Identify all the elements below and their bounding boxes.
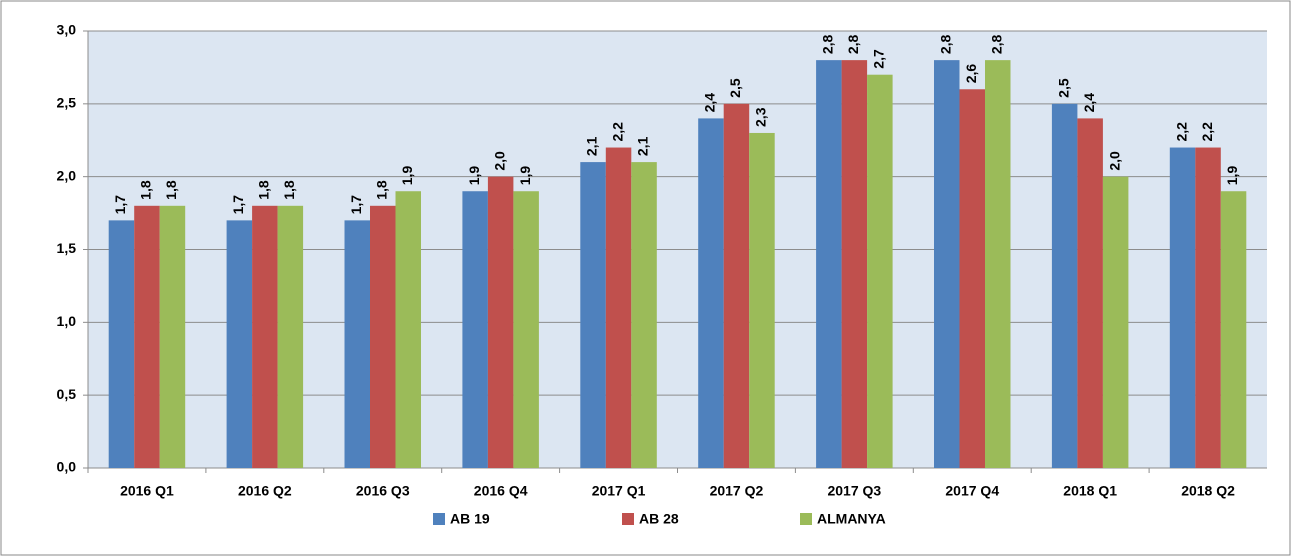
bar	[631, 162, 657, 468]
x-tick-label: 2018 Q1	[1063, 483, 1117, 499]
data-label: 1,9	[466, 166, 482, 186]
bar	[487, 176, 514, 468]
x-tick-label: 2016 Q3	[356, 483, 410, 499]
bar	[462, 191, 488, 468]
y-tick-label: 0,5	[57, 386, 77, 402]
data-label: 2,7	[871, 49, 887, 69]
bar	[277, 205, 304, 469]
bar	[841, 60, 868, 469]
data-label: 1,7	[230, 195, 246, 215]
data-label: 2,5	[1055, 78, 1071, 98]
y-tick-label: 2,5	[57, 95, 77, 111]
data-label: 1,7	[348, 195, 364, 215]
legend-swatch	[800, 513, 812, 525]
data-label: 2,6	[963, 64, 979, 84]
data-label: 2,3	[753, 107, 769, 127]
y-tick-label: 3,0	[57, 22, 77, 38]
data-label: 2,8	[845, 34, 861, 54]
x-tick-label: 2017 Q1	[592, 483, 646, 499]
data-label: 2,1	[584, 136, 600, 156]
data-label: 2,0	[1106, 151, 1122, 171]
x-tick-label: 2017 Q3	[827, 483, 881, 499]
bar	[749, 132, 775, 468]
bar	[1051, 103, 1078, 468]
data-label: 1,8	[256, 180, 272, 200]
bar	[959, 89, 985, 469]
data-label: 1,9	[399, 166, 415, 186]
data-label: 1,9	[1224, 166, 1240, 186]
data-label: 2,0	[491, 151, 507, 171]
bar	[1077, 118, 1103, 469]
bar	[1169, 147, 1196, 469]
x-tick-label: 2017 Q4	[945, 483, 999, 499]
bar	[344, 220, 370, 468]
data-label: 1,8	[373, 180, 389, 200]
legend-swatch	[433, 513, 445, 525]
legend-label: AB 28	[639, 511, 679, 527]
data-label: 1,8	[138, 180, 154, 200]
bar	[252, 205, 278, 469]
bar	[159, 205, 186, 469]
legend-label: ALMANYA	[817, 511, 886, 527]
bar	[698, 118, 724, 469]
legend-swatch	[622, 513, 634, 525]
data-label: 1,9	[517, 166, 533, 186]
bar	[513, 191, 539, 468]
y-tick-label: 2,0	[57, 167, 77, 183]
y-tick-label: 0,0	[57, 459, 77, 475]
data-label: 2,2	[1173, 122, 1189, 142]
data-label: 2,8	[937, 34, 953, 54]
bar	[934, 60, 960, 469]
x-tick-label: 2016 Q4	[474, 483, 528, 499]
bar	[816, 60, 842, 469]
bar	[580, 162, 606, 468]
bar	[108, 220, 135, 468]
data-label: 1,8	[163, 180, 179, 200]
bar	[723, 103, 750, 468]
x-tick-label: 2017 Q2	[710, 483, 764, 499]
data-label: 2,2	[609, 122, 625, 142]
bar	[1102, 176, 1129, 468]
bar	[370, 205, 396, 469]
bar	[226, 220, 253, 468]
bar	[605, 147, 632, 469]
x-tick-label: 2016 Q1	[120, 483, 174, 499]
bar	[1220, 191, 1247, 468]
bar	[395, 191, 421, 468]
data-label: 2,2	[1199, 122, 1215, 142]
bar	[134, 205, 160, 469]
data-label: 2,5	[727, 78, 743, 98]
bar	[867, 74, 893, 468]
y-tick-label: 1,5	[57, 240, 77, 256]
data-label: 1,8	[281, 180, 297, 200]
data-label: 2,4	[1081, 93, 1097, 113]
legend-label: AB 19	[450, 511, 490, 527]
x-tick-label: 2016 Q2	[238, 483, 292, 499]
data-label: 1,7	[112, 195, 128, 215]
y-tick-label: 1,0	[57, 313, 77, 329]
bar	[985, 60, 1011, 469]
data-label: 2,8	[820, 34, 836, 54]
data-label: 2,4	[702, 93, 718, 113]
data-label: 2,1	[635, 136, 651, 156]
bar	[1195, 147, 1221, 469]
x-tick-label: 2018 Q2	[1181, 483, 1235, 499]
data-label: 2,8	[988, 34, 1004, 54]
